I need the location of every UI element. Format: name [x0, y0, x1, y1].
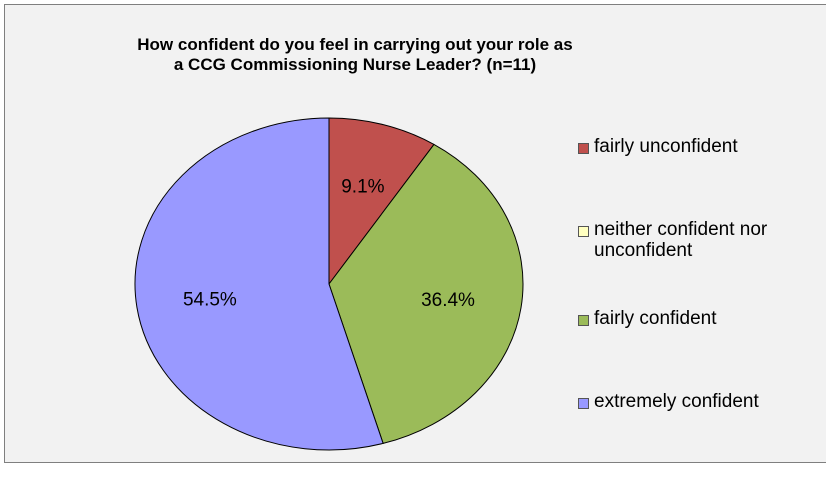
legend-swatch: [578, 143, 589, 154]
legend-label: neither confident nor: [594, 219, 768, 240]
chart-title: How confident do you feel in carrying ou…: [45, 35, 665, 75]
legend-label: unconfident: [594, 240, 693, 261]
legend-swatch: [578, 315, 589, 326]
legend-label: fairly confident: [594, 308, 717, 329]
legend-swatch: [578, 226, 589, 237]
chart-title-line-2: a CCG Commissioning Nurse Leader? (n=11): [173, 55, 537, 74]
slice-label-fairly-confident: 36.4%: [421, 290, 475, 311]
slice-label-extremely-confident: 54.5%: [183, 290, 237, 311]
pie-slice-extremely-confident: [134, 117, 384, 451]
chart-title-line-1: How confident do you feel in carrying ou…: [137, 35, 573, 54]
legend-label: fairly unconfident: [594, 136, 738, 157]
slice-label-fairly-unconfident: 9.1%: [341, 176, 384, 197]
legend-label: extremely confident: [594, 391, 759, 412]
pie-slice-fairly-confident: [328, 143, 524, 445]
legend-swatch: [578, 398, 589, 409]
pie-slice-fairly-unconfident: [328, 117, 435, 286]
